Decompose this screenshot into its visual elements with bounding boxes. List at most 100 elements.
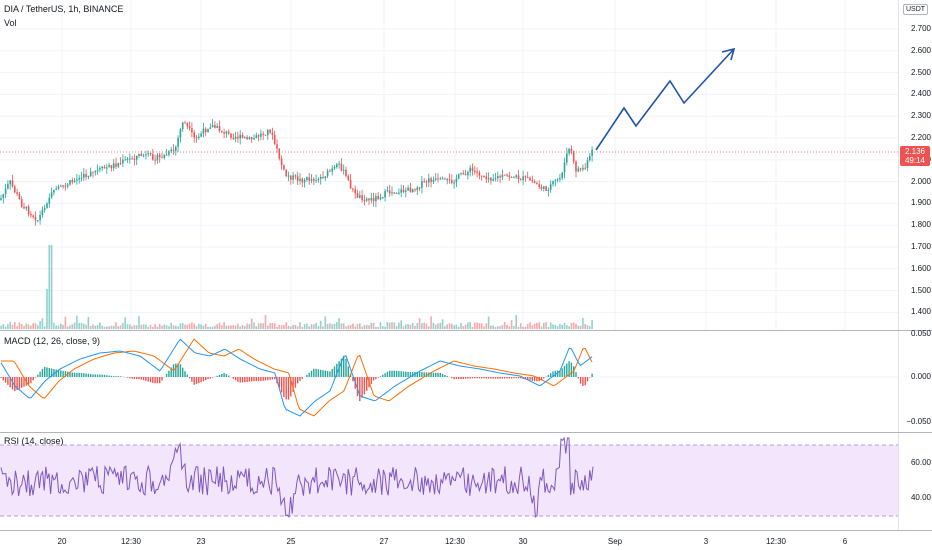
candle-body xyxy=(237,136,239,139)
candle-body xyxy=(363,200,366,202)
volume-bar xyxy=(365,324,368,329)
volume-bar xyxy=(232,325,235,329)
macd-hist-bar xyxy=(497,377,499,379)
volume-bar xyxy=(478,323,481,329)
volume-bar xyxy=(73,322,76,329)
candle-body xyxy=(386,190,389,192)
candle-body xyxy=(267,129,269,136)
candle-body xyxy=(395,192,398,194)
macd-hist-bar xyxy=(188,377,191,379)
candle-body xyxy=(92,171,94,173)
macd-chart[interactable] xyxy=(0,331,898,432)
candle-body xyxy=(554,180,557,182)
volume-bar xyxy=(395,326,398,329)
macd-hist-bar xyxy=(554,370,556,377)
volume-bar xyxy=(418,318,421,329)
rsi-axis[interactable]: 60.00 40.00 xyxy=(898,433,932,530)
macd-pane[interactable] xyxy=(0,331,898,432)
macd-hist-bar xyxy=(69,372,71,377)
volume-bar xyxy=(520,323,522,329)
candle-body xyxy=(407,187,409,191)
volume-bar xyxy=(172,325,175,329)
macd-hist-bar xyxy=(115,376,117,377)
candle-body xyxy=(76,179,78,181)
macd-hist-bar xyxy=(308,372,310,377)
rsi-chart[interactable] xyxy=(0,433,898,530)
candle-body xyxy=(384,191,386,198)
volume-bar xyxy=(370,322,373,329)
macd-hist-bar xyxy=(421,372,423,377)
macd-hist-bar xyxy=(492,377,494,379)
macd-hist-bar xyxy=(379,376,382,377)
macd-hist-bar xyxy=(520,377,522,379)
time-axis-label: 3 xyxy=(703,537,709,546)
macd-hist-bar xyxy=(375,377,377,380)
volume-bar xyxy=(142,324,145,329)
candle-body xyxy=(156,154,159,161)
candle-body xyxy=(89,171,92,176)
macd-hist-bar xyxy=(370,377,372,384)
price-pane[interactable] xyxy=(0,0,898,330)
macd-hist-bar xyxy=(478,377,481,379)
symbol-title: DIA / TetherUS, 1h, BINANCE xyxy=(4,4,124,14)
macd-hist-bar xyxy=(99,374,101,377)
candle-body xyxy=(434,178,437,180)
volume-label: Vol xyxy=(4,18,17,28)
volume-bar xyxy=(57,325,60,329)
candle-body xyxy=(370,198,373,201)
candle-body xyxy=(241,134,244,138)
macd-hist-bar xyxy=(253,377,255,382)
currency-label[interactable]: USDT xyxy=(903,4,929,15)
price-axis-label: 1.900 xyxy=(910,198,931,208)
volume-bar xyxy=(402,326,405,329)
candle-body xyxy=(533,181,536,183)
rsi-pane[interactable] xyxy=(0,433,898,530)
volume-bar xyxy=(568,326,570,329)
time-axis-label: 23 xyxy=(196,537,206,546)
volume-bar xyxy=(566,325,568,329)
macd-hist-bar xyxy=(458,377,460,380)
candle-body xyxy=(490,177,492,181)
candle-body xyxy=(356,193,359,198)
candle-body xyxy=(117,163,120,167)
candle-body xyxy=(506,174,508,176)
volume-bar xyxy=(85,324,87,329)
macd-hist-bar xyxy=(11,377,14,390)
macd-hist-bar xyxy=(23,377,25,387)
candle-body xyxy=(418,187,421,189)
volume-bar xyxy=(501,325,504,329)
macd-hist-bar xyxy=(398,371,400,377)
candle-body xyxy=(317,178,320,181)
volume-bar xyxy=(78,323,80,329)
projection-line[interactable] xyxy=(595,49,734,151)
macd-hist-bar xyxy=(182,367,184,377)
volume-bar xyxy=(280,325,283,329)
volume-bar xyxy=(273,323,276,329)
volume-bar xyxy=(508,326,511,329)
volume-bar xyxy=(356,323,359,329)
pane-separator[interactable] xyxy=(0,432,932,433)
candle-body xyxy=(154,159,156,161)
pane-separator[interactable] xyxy=(0,330,932,331)
volume-bars xyxy=(0,245,593,329)
time-axis-label: 27 xyxy=(379,537,389,546)
macd-hist-bar xyxy=(469,377,471,379)
macd-axis[interactable]: 0.050 0.000 −0.050 xyxy=(898,329,932,432)
volume-bar xyxy=(39,320,41,329)
macd-hist-bar xyxy=(83,373,85,377)
price-chart[interactable] xyxy=(0,0,898,330)
candle-body xyxy=(467,171,469,176)
time-axis[interactable] xyxy=(0,531,932,550)
macd-hist-bar xyxy=(547,374,550,377)
macd-hist-bar xyxy=(331,368,333,377)
price-axis-label: 2.200 xyxy=(910,133,931,142)
volume-bar xyxy=(126,324,129,329)
candle-body xyxy=(110,165,113,169)
macd-hist-bar xyxy=(198,377,200,384)
candle-body xyxy=(193,132,195,138)
volume-bar xyxy=(563,322,566,329)
volume-bar xyxy=(76,315,78,329)
volume-bar xyxy=(453,325,455,329)
macd-hist-bar xyxy=(464,377,467,379)
candle-body xyxy=(46,203,48,209)
